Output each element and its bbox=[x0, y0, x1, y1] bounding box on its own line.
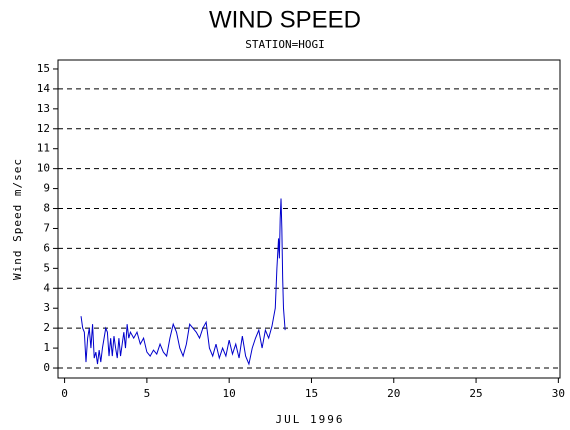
y-tick-label: 12 bbox=[37, 122, 50, 135]
y-tick-label: 0 bbox=[43, 361, 50, 374]
data-line bbox=[80, 198, 286, 366]
x-tick-label: 15 bbox=[305, 387, 318, 400]
y-tick-label: 7 bbox=[43, 221, 50, 234]
x-tick-label: 25 bbox=[469, 387, 482, 400]
y-tick-label: 5 bbox=[43, 261, 50, 274]
y-tick-label: 11 bbox=[37, 142, 50, 155]
plot-frame bbox=[57, 59, 561, 379]
x-tick-label: 5 bbox=[144, 387, 151, 400]
x-tick-label: 20 bbox=[387, 387, 400, 400]
y-tick-label: 15 bbox=[37, 62, 50, 75]
y-tick-label: 2 bbox=[43, 321, 50, 334]
y-tick-label: 10 bbox=[37, 162, 50, 175]
y-tick-label: 1 bbox=[43, 341, 50, 354]
x-tick-label: 10 bbox=[223, 387, 236, 400]
x-tick-label: 0 bbox=[61, 387, 68, 400]
y-axis-label: Wind Speed m/sec bbox=[11, 158, 24, 280]
x-axis-label: JUL 1996 bbox=[276, 413, 345, 426]
y-tick-label: 14 bbox=[37, 82, 51, 95]
y-tick-label: 6 bbox=[43, 241, 50, 254]
x-tick-label: 30 bbox=[552, 387, 565, 400]
chart-title: WIND SPEED bbox=[209, 6, 361, 33]
y-tick-label: 3 bbox=[43, 301, 50, 314]
y-tick-label: 9 bbox=[43, 182, 50, 195]
chart-subtitle: STATION=HOGI bbox=[245, 38, 324, 51]
y-tick-label: 13 bbox=[37, 102, 50, 115]
y-tick-label: 8 bbox=[43, 202, 50, 215]
y-tick-label: 4 bbox=[43, 281, 50, 294]
